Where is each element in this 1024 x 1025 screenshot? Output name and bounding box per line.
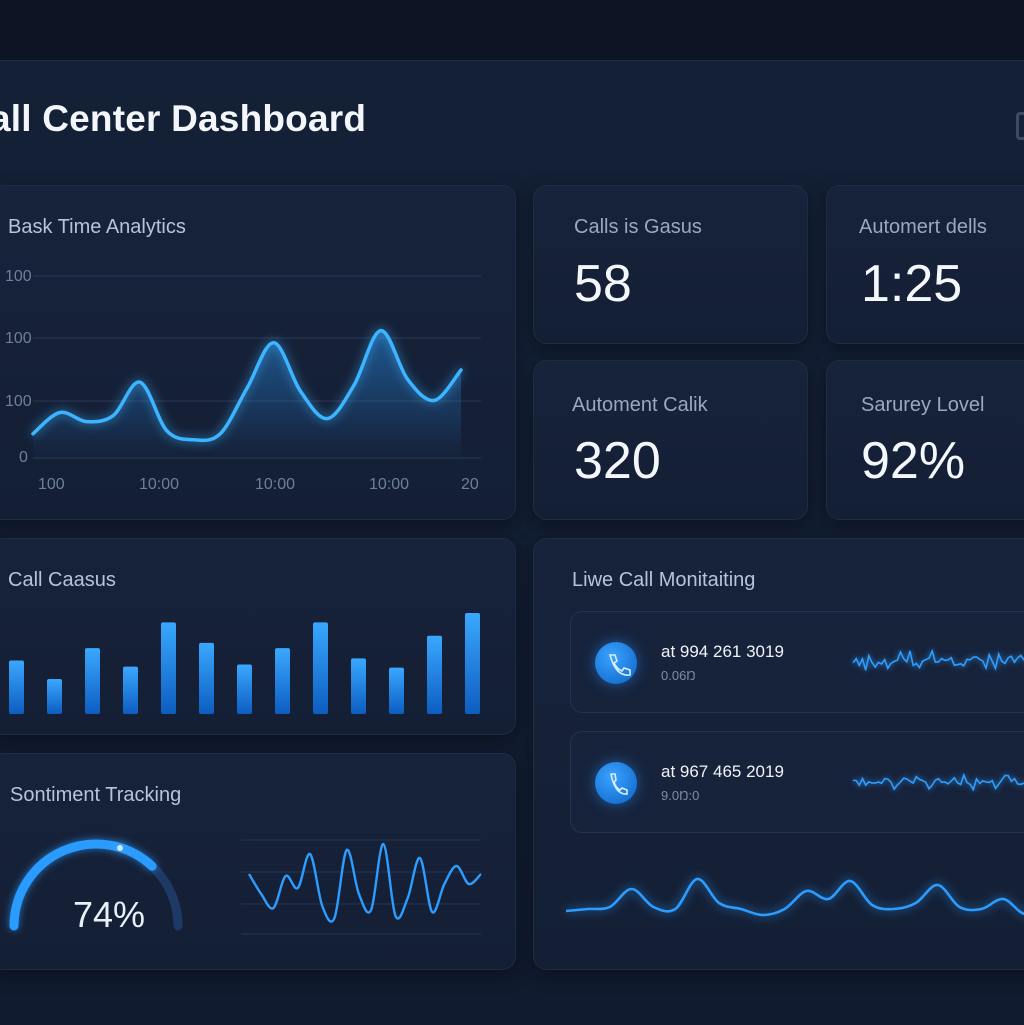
stat-value: 92% — [861, 432, 966, 490]
x-tick-label: 10:00 — [139, 476, 180, 493]
stat-value: 58 — [574, 255, 632, 313]
page-title: all Center Dashboard — [0, 98, 367, 139]
top-band — [0, 0, 1024, 60]
stat-label: Automent Calik — [572, 394, 708, 416]
bar — [389, 667, 404, 714]
bar — [427, 635, 442, 714]
x-tick-label: 10:00 — [369, 476, 410, 493]
waveform-line — [852, 772, 1024, 792]
live-waveform — [852, 772, 1024, 792]
live-trend-series — [565, 877, 1024, 917]
area-series-line — [31, 328, 463, 443]
stat-card-automert: Automert dells 1:25 — [826, 185, 1024, 344]
sentiment-gauge — [9, 839, 183, 931]
gauge-glow — [117, 845, 123, 851]
phone-icon — [595, 642, 637, 684]
y-tick-label: 100 — [5, 393, 32, 410]
call-duration: 9.0Ŋ:0 — [661, 788, 700, 803]
waveform-line — [852, 648, 1024, 671]
stat-label: Calls is Gasus — [574, 216, 702, 238]
bar — [351, 658, 366, 714]
sentiment-title: Sontiment Tracking — [10, 784, 182, 806]
y-tick-label: 100 — [5, 330, 32, 347]
stat-card-calls: Calls is Gasus 58 — [533, 185, 808, 344]
live-trend-line — [565, 877, 1024, 917]
x-tick-label: 20 — [461, 476, 479, 493]
caller-number: at 967 465 2019 — [661, 762, 784, 781]
y-tick-label: 100 — [5, 268, 32, 285]
stat-label: Sarurey Lovel — [861, 394, 985, 416]
stat-card-automent: Automent Calik 320 — [533, 360, 808, 520]
live-monitoring-card: Liwe Call Monitaiting at 994 261 3019 0.… — [533, 538, 1024, 970]
stat-value: 320 — [574, 432, 661, 490]
y-tick-label: 0 — [19, 449, 28, 466]
gauge-value: 74% — [73, 894, 146, 935]
stat-value: 1:25 — [861, 255, 963, 313]
sentiment-line — [247, 842, 482, 923]
analytics-area-chart — [31, 275, 481, 461]
bar — [161, 622, 176, 714]
caller-number: at 994 261 3019 — [661, 642, 784, 661]
analytics-card: Bask Time Analytics 100 100 100 0 100 10… — [0, 185, 516, 520]
phone-icon — [595, 762, 637, 804]
bar — [313, 622, 328, 714]
call-duration: 0.06Ŋ — [661, 668, 696, 683]
analytics-title: Bask Time Analytics — [8, 216, 186, 238]
live-waveform — [852, 648, 1024, 671]
live-call-row[interactable]: at 967 465 2019 9.0Ŋ:0 — [570, 731, 1024, 833]
bar — [199, 642, 214, 714]
gauge-fill — [9, 839, 157, 931]
bar — [123, 666, 138, 714]
bar — [85, 648, 100, 714]
menu-icon[interactable] — [1016, 112, 1024, 140]
live-title: Liwe Call Monitaiting — [572, 569, 756, 591]
stat-label: Automert dells — [859, 216, 987, 238]
bar — [47, 678, 62, 714]
calls-card: Call Caasus — [0, 538, 516, 735]
sentiment-wave-chart — [241, 839, 482, 935]
calls-bar-chart — [9, 613, 480, 714]
live-call-row[interactable]: at 994 261 3019 0.06Ŋ — [570, 611, 1024, 713]
bar — [9, 660, 24, 714]
area-fill — [33, 330, 461, 461]
x-tick-label: 100 — [38, 476, 65, 493]
stat-card-survey: Sarurey Lovel 92% — [826, 360, 1024, 520]
bar — [465, 613, 480, 714]
calls-title: Call Caasus — [8, 569, 116, 591]
bar — [237, 664, 252, 714]
sentiment-card: Sontiment Tracking 74% — [0, 753, 516, 970]
x-tick-label: 10:00 — [255, 476, 296, 493]
bar — [275, 648, 290, 714]
